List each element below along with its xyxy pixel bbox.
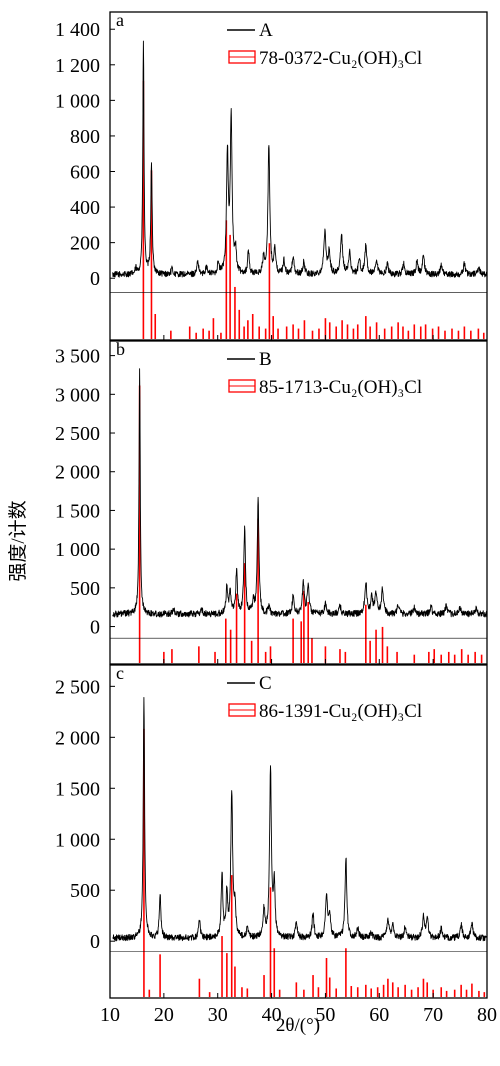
panel-frame [109,664,488,999]
panel-letter: a [116,10,124,30]
y-tick-label: 2 000 [55,462,100,484]
panel-frame [109,11,488,341]
x-tick-label: 20 [154,1004,174,1026]
y-tick-label: 1 000 [55,90,100,112]
panel-b: 0 500 1 000 1 500 2 000 2 500 3 000 3 500 b B 85-1… [55,339,488,665]
y-tick-label: 1 000 [55,829,100,851]
y-tick-label: 1 500 [55,778,100,800]
y-tick-label: 800 [70,126,100,148]
y-tick-label: 0 [90,931,100,953]
y-tick-label: 1 400 [55,19,100,41]
y-tick-label: 2 500 [55,423,100,445]
panel-a: 0 200 400 600 800 1 000 1 200 1 400 a A 78-0372-Cu… [55,10,488,341]
y-axis-title: 强度/计数 [7,500,29,581]
y-tick-label: 1 200 [55,55,100,77]
legend-series-label: C [259,673,272,694]
y-tick-label: 200 [70,233,100,255]
panel-letter: c [116,663,124,683]
x-axis-title: 2θ/(°) [276,1015,320,1036]
y-tick-label: 2 500 [55,676,100,698]
panel-frame [109,340,488,665]
y-tick-label: 2 000 [55,727,100,749]
x-tick-label: 40 [262,1004,282,1026]
legend-reference-label: 86-1391-Cu₂(OH)₃Cl [259,701,422,722]
legend-reference-label: 78-0372-Cu₂(OH)₃Cl [259,48,422,69]
x-tick-label: 80 [477,1004,497,1026]
y-tick-label: 3 500 [55,346,100,368]
x-tick-label: 70 [423,1004,443,1026]
pattern-line-A [112,40,488,278]
legend-series-label: B [259,349,272,370]
legend-series-label: A [259,20,273,41]
y-tick-label: 0 [90,617,100,639]
y-tick-label: 1 500 [55,500,100,522]
x-tick-label: 60 [369,1004,389,1026]
panel-letter: b [116,339,125,359]
y-tick-label: 1 000 [55,539,100,561]
pattern-line-B [112,368,488,618]
y-tick-label: 500 [70,578,100,600]
panel-c: 0 500 1 000 1 500 2 000 2 500 10 20 30 40 50 60 70 80… [55,663,497,1026]
y-tick-label: 0 [90,268,100,290]
y-tick-label: 400 [70,197,100,219]
y-tick-label: 3 000 [55,384,100,406]
x-tick-label: 50 [315,1004,335,1026]
legend-reference-label: 85-1713-Cu₂(OH)₃Cl [259,377,422,398]
pattern-line-C [112,697,488,942]
x-tick-label: 10 [100,1004,120,1026]
x-tick-label: 30 [208,1004,228,1026]
y-tick-label: 600 [70,162,100,184]
y-tick-label: 500 [70,880,100,902]
